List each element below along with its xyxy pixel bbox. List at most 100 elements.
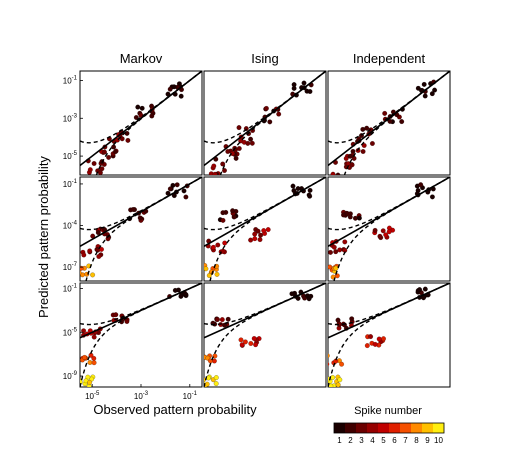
confidence-curve-lower (333, 177, 450, 281)
scatter-point (399, 119, 405, 124)
scatter-point (213, 375, 219, 381)
scatter-point (248, 341, 254, 346)
scatter-point (349, 162, 355, 168)
scatter-point (139, 105, 145, 111)
column-title-markov: Markov (120, 51, 163, 66)
scatter-point (230, 151, 236, 157)
scatter-point (364, 343, 370, 349)
panel-independent-row-2 (327, 176, 451, 282)
scatter-point (360, 149, 366, 154)
scatter-point (343, 156, 349, 161)
y-tick-label: 10-3 (63, 113, 78, 123)
scatter-point (342, 239, 348, 245)
scatter-point (212, 171, 218, 175)
scatter-point (264, 105, 269, 111)
scatter-point (349, 316, 355, 322)
scatter-point (335, 382, 341, 387)
scatter-point (178, 93, 184, 99)
colorbar-tick-label: 6 (392, 436, 397, 445)
scatter-point (222, 168, 227, 173)
scatter-point (357, 215, 362, 221)
y-axis-label: Predicted pattern probability (36, 156, 51, 318)
confidence-curve-lower (343, 71, 450, 175)
scatter-point (82, 355, 87, 360)
colorbar-title: Spike number (354, 405, 422, 417)
scatter-point (220, 210, 226, 216)
scatter-point (183, 194, 189, 200)
column-title-ising: Ising (251, 51, 278, 66)
scatter-point (87, 360, 93, 365)
scatter-point (167, 186, 173, 192)
colorbar-segment (367, 423, 379, 433)
scatter-point (387, 118, 393, 124)
scatter-point (251, 336, 257, 341)
scatter-point (372, 227, 378, 233)
x-axis-label: Observed pattern probability (93, 402, 257, 417)
scatter-point (333, 265, 339, 271)
scatter-point (125, 137, 131, 143)
colorbar-tick-label: 8 (414, 436, 419, 445)
scatter-point (422, 93, 428, 99)
scatter-point (222, 322, 227, 328)
scatter-point (172, 288, 178, 293)
scatter-point (307, 187, 313, 193)
scatter-point (377, 233, 383, 239)
scatter-point (291, 85, 297, 91)
confidence-curve-lower (219, 71, 326, 175)
scatter-point (328, 362, 330, 367)
scatter-point (380, 228, 386, 234)
scatter-point (382, 110, 388, 116)
scatter-point (87, 380, 92, 385)
scatter-point (328, 264, 333, 270)
x-tick-label: 10-5 (85, 391, 100, 401)
confidence-curve-upper (80, 177, 202, 231)
scatter-point (106, 154, 111, 160)
scatter-point (215, 317, 220, 322)
panels: 10-1 10-3 10-5 10-1 10-4 10-7 10-1 10-5 10-9 10-5… (63, 70, 451, 401)
y-tick-label: 10-1 (63, 179, 78, 189)
scatter-point (242, 339, 248, 345)
scatter-point (236, 125, 242, 130)
scatter-point (368, 334, 374, 340)
scatter-point (133, 115, 139, 120)
scatter-point (220, 161, 226, 167)
scatter-point (339, 361, 345, 367)
colorbar-segment (345, 423, 357, 433)
scatter-point (307, 193, 313, 199)
scatter-point (236, 146, 242, 151)
scatter-point (308, 293, 314, 299)
column-title-independent: Independent (353, 51, 426, 66)
colorbar-segment (400, 423, 412, 433)
scatter-point (253, 342, 259, 348)
scatter-point (276, 111, 282, 117)
panel-markov-row-3: 10-1 10-5 10-9 10-5 10-3 10-1 (63, 282, 203, 401)
scatter-point (328, 249, 333, 255)
scatter-point (225, 149, 231, 154)
scatter-point (219, 317, 225, 323)
scatter-point (261, 228, 267, 234)
colorbar-segment (334, 423, 346, 433)
scatter-point (376, 336, 382, 342)
scatter-point (225, 316, 231, 322)
confidence-curve-upper (328, 177, 450, 231)
scatter-point (347, 153, 353, 159)
scatter-point (333, 249, 339, 255)
scatter-point (206, 375, 211, 381)
scatter-point (99, 246, 104, 252)
scatter-point (267, 119, 273, 125)
y-tick-label: 10-4 (63, 221, 78, 231)
scatter-point (291, 188, 297, 194)
scatter-point (220, 217, 226, 223)
x-tick-label: 10-1 (183, 391, 198, 401)
scatter-point (204, 268, 205, 271)
colorbar-tick-label: 9 (425, 436, 430, 445)
scatter-point (248, 237, 254, 243)
scatter-point (289, 291, 295, 297)
confidence-curve-upper (204, 177, 326, 231)
scatter-point (130, 207, 136, 212)
scatter-point (421, 81, 427, 87)
scatter-point (181, 188, 187, 194)
colorbar-tick-label: 4 (370, 436, 375, 445)
colorbar-segment (356, 423, 368, 433)
